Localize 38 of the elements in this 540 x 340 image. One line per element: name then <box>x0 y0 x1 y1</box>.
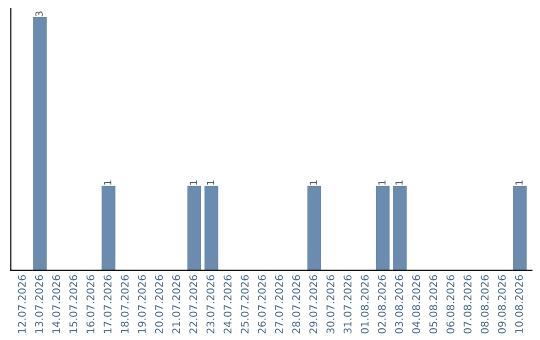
x-tick-label: 04.08.2026 <box>412 275 420 334</box>
x-tick-label: 09.08.2026 <box>498 275 506 334</box>
x-tick-label: 02.08.2026 <box>378 275 386 334</box>
x-tick-label: 28.07.2026 <box>292 275 300 334</box>
x-tick-label: 29.07.2026 <box>309 275 318 334</box>
x-tick-label: 12.07.2026 <box>18 275 26 333</box>
x-tick-label: 27.07.2026 <box>275 275 283 334</box>
x-tick-label: 24.07.2026 <box>224 275 232 334</box>
x-tick-label: 31.07.2026 <box>344 275 352 334</box>
x-tick-label: 06.08.2026 <box>446 275 454 334</box>
x-tick-label: 15.07.2026 <box>69 275 78 333</box>
x-tick-label: 18.07.2026 <box>120 275 129 333</box>
x-tick-label: 17.07.2026 <box>104 275 112 333</box>
data-label: 1 <box>378 180 386 185</box>
data-label: 3 <box>35 12 43 16</box>
data-label: 1 <box>515 180 523 185</box>
x-tick-label: 16.07.2026 <box>86 275 94 333</box>
x-tick-label: 13.07.2026 <box>35 275 43 333</box>
x-tick-label: 20.07.2026 <box>155 275 163 334</box>
data-label: 1 <box>206 180 214 185</box>
x-tick-label: 30.07.2026 <box>326 275 334 334</box>
x-tick-label: 05.08.2026 <box>429 275 438 334</box>
x-tick-label: 14.07.2026 <box>52 275 60 333</box>
x-tick-label: 26.07.2026 <box>258 275 266 334</box>
x-tick-label: 19.07.2026 <box>138 275 146 333</box>
x-tick-label: 01.08.2026 <box>360 275 369 334</box>
data-label: 1 <box>310 180 317 185</box>
x-tick-label: 25.07.2026 <box>240 275 249 334</box>
x-tick-label: 21.07.2026 <box>172 275 180 334</box>
data-label: 1 <box>190 180 197 185</box>
data-label: 1 <box>396 180 403 185</box>
x-tick-label: 22.07.2026 <box>189 275 198 334</box>
x-tick-label: 07.08.2026 <box>464 275 472 334</box>
x-tick-label: 08.08.2026 <box>480 275 489 334</box>
x-tick-label: 10.08.2026 <box>515 275 523 333</box>
x-tick-label: 03.08.2026 <box>395 275 403 334</box>
data-label: 1 <box>104 180 112 185</box>
x-tick-label: 23.07.2026 <box>206 275 214 334</box>
